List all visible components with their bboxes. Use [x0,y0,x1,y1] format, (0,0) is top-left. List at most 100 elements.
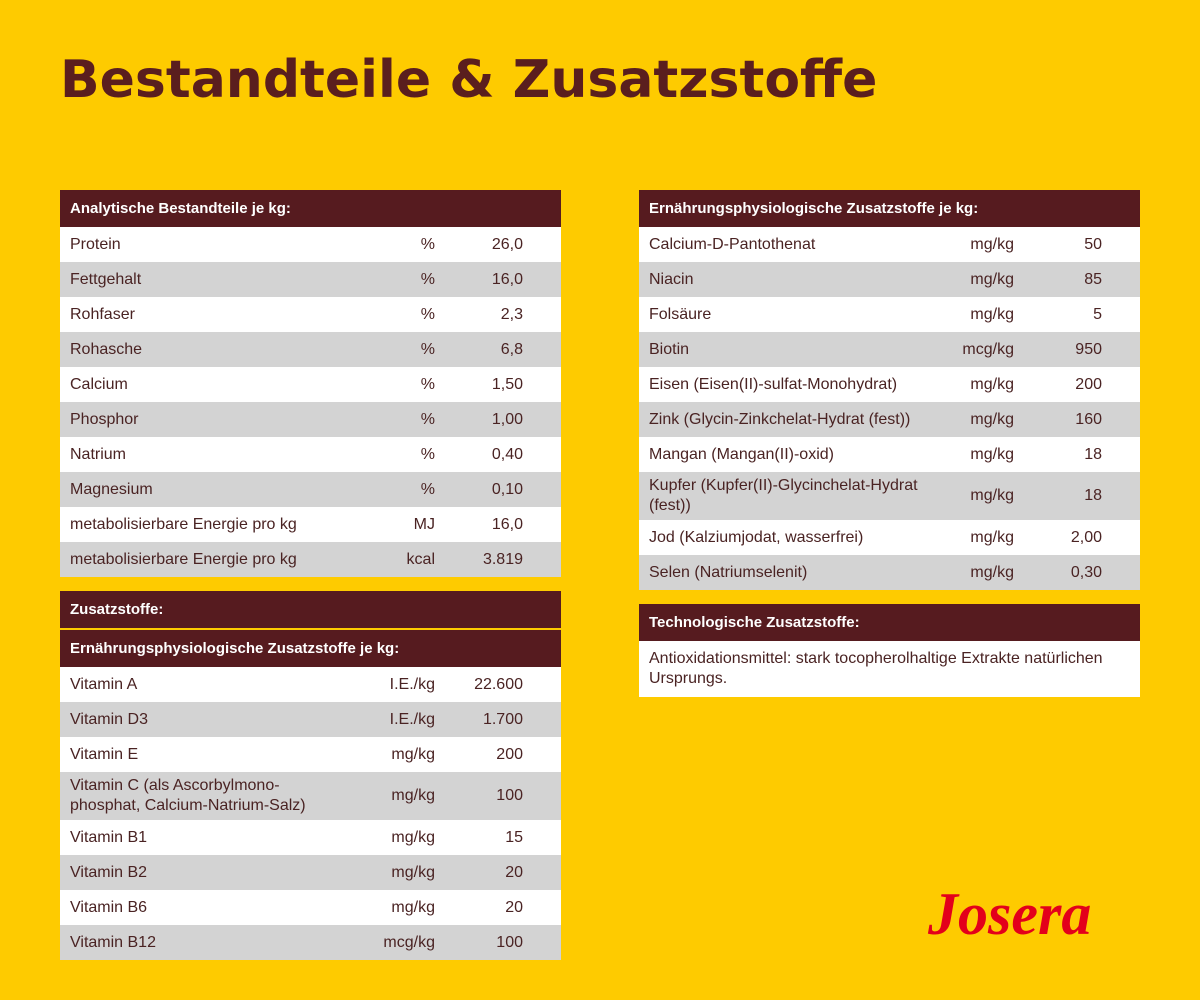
row-name: Biotin [649,340,690,358]
row-unit: mg/kg [970,563,1014,581]
table-row: Fettgehalt% 16,0 [60,262,561,297]
row-value: 16,0 [491,515,523,533]
table: Zusatzstoffe: Ernährungsphysiologische Zu… [60,591,561,960]
row-name: Rohasche [70,340,143,358]
row-value: 5 [1093,305,1102,323]
row-value: 0,40 [491,445,523,463]
row-name: Vitamin D3 [70,710,148,728]
row-value: 1,00 [491,410,523,428]
table: Technologische Zusatzstoffe: Antioxidatio… [639,604,1140,697]
row-value: 2,00 [1070,528,1102,546]
row-unit: % [420,270,435,288]
row-name: Vitamin C (als Ascorbylmono-phosphat, Ca… [70,777,306,814]
table-row: Calcium-D-Pantothenat mg/kg 50 [639,227,1140,262]
table-row: Vitamin B2 mg/kg 20 [60,855,561,890]
row-value: 16,0 [491,270,523,288]
row-unit: mg/kg [970,445,1014,463]
row-name: Calcium-D-Pantothenat [649,235,816,253]
row-value: 0,30 [1070,563,1102,581]
table-heading: Technologische Zusatzstoffe: [639,604,1140,641]
table-row: Rohasche% 6,8 [60,332,561,367]
row-value: 3.819 [482,550,523,568]
row-name: Jod (Kalziumjodat, wasserfrei) [649,528,864,546]
row-unit: % [420,235,435,253]
left-column: Analytische Bestandteile je kg: Protein% 2… [60,190,561,960]
row-name: Phosphor [70,410,139,428]
row-name: Vitamin B6 [70,898,148,916]
row-name: Calcium [70,375,128,393]
row-unit: mcg/kg [383,933,435,951]
row-name: Rohfaser [70,305,135,323]
row-value: 50 [1084,235,1102,253]
table-row: Vitamin B12 mcg/kg 100 [60,925,561,960]
table-row: Vitamin A I.E./kg 22.600 [60,667,561,702]
table-row: Kupfer (Kupfer(II)-Glycinchelat-Hydrat (… [639,472,1140,520]
row-name: Magnesium [70,480,153,498]
row-unit: mcg/kg [962,340,1014,358]
row-unit: mg/kg [970,528,1014,546]
row-unit: mg/kg [391,828,435,846]
row-unit: % [420,480,435,498]
row-value: 6,8 [500,340,523,358]
row-value: 100 [496,787,523,804]
table-row: Vitamin D3 I.E./kg 1.700 [60,702,561,737]
table-text: Antioxidationsmittel: stark tocopherolha… [639,641,1140,697]
row-unit: mg/kg [391,787,435,804]
table-row: Eisen (Eisen(II)-sulfat-Monohydrat) mg/kg… [639,367,1140,402]
row-value: 1.700 [482,710,523,728]
row-unit: kcal [406,550,435,568]
table-heading: Zusatzstoffe: [60,591,561,628]
row-unit: mg/kg [970,410,1014,428]
table-row: Mangan (Mangan(II)-oxid) mg/kg 18 [639,437,1140,472]
row-unit: I.E./kg [389,710,435,728]
row-value: 0,10 [491,480,523,498]
row-name: Vitamin B1 [70,828,148,846]
row-value: 18 [1084,487,1102,504]
table-row: metabolisierbare Energie pro kg MJ 16,0 [60,507,561,542]
row-value: 200 [496,745,523,763]
row-unit: mg/kg [970,375,1014,393]
row-name: Niacin [649,270,694,288]
row-unit: mg/kg [970,487,1014,504]
table-row: Vitamin C (als Ascorbylmono-phosphat, Ca… [60,772,561,820]
table-row: Vitamin E mg/kg 200 [60,737,561,772]
row-value: 950 [1075,340,1102,358]
row-value: 100 [496,933,523,951]
row-name: Natrium [70,445,127,463]
row-name: metabolisierbare Energie pro kg [70,515,297,533]
table-row: Rohfaser% 2,3 [60,297,561,332]
row-name: Vitamin E [70,745,139,763]
row-name: Protein [70,235,121,253]
row-unit: % [420,340,435,358]
table: Analytische Bestandteile je kg: Protein% 2… [60,190,561,577]
table-row: Niacin mg/kg 85 [639,262,1140,297]
table-heading: Analytische Bestandteile je kg: [60,190,561,227]
row-unit: MJ [413,515,435,533]
row-name: Vitamin B12 [70,933,156,951]
right-column: Ernährungsphysiologische Zusatzstoffe je… [639,190,1140,697]
row-name: Fettgehalt [70,270,142,288]
row-unit: mg/kg [391,898,435,916]
row-unit: mg/kg [391,863,435,881]
row-name: Vitamin B2 [70,863,148,881]
row-name: Mangan (Mangan(II)-oxid) [649,445,834,463]
table-row: Biotin mcg/kg 950 [639,332,1140,367]
row-value: 20 [505,898,523,916]
row-unit: mg/kg [391,745,435,763]
row-value: 160 [1075,410,1102,428]
row-name: Folsäure [649,305,712,323]
row-value: 85 [1084,270,1102,288]
table-subheading: Ernährungsphysiologische Zusatzstoffe je… [60,630,561,667]
row-unit: I.E./kg [389,675,435,693]
row-unit: mg/kg [970,270,1014,288]
row-value: 200 [1075,375,1102,393]
row-value: 22.600 [474,675,523,693]
row-unit: mg/kg [970,235,1014,253]
row-value: 26,0 [491,235,523,253]
table-row: Jod (Kalziumjodat, wasserfrei) mg/kg 2,00 [639,520,1140,555]
row-value: 20 [505,863,523,881]
row-name: Eisen (Eisen(II)-sulfat-Monohydrat) [649,375,898,393]
row-unit: % [420,410,435,428]
table-row: Phosphor% 1,00 [60,402,561,437]
